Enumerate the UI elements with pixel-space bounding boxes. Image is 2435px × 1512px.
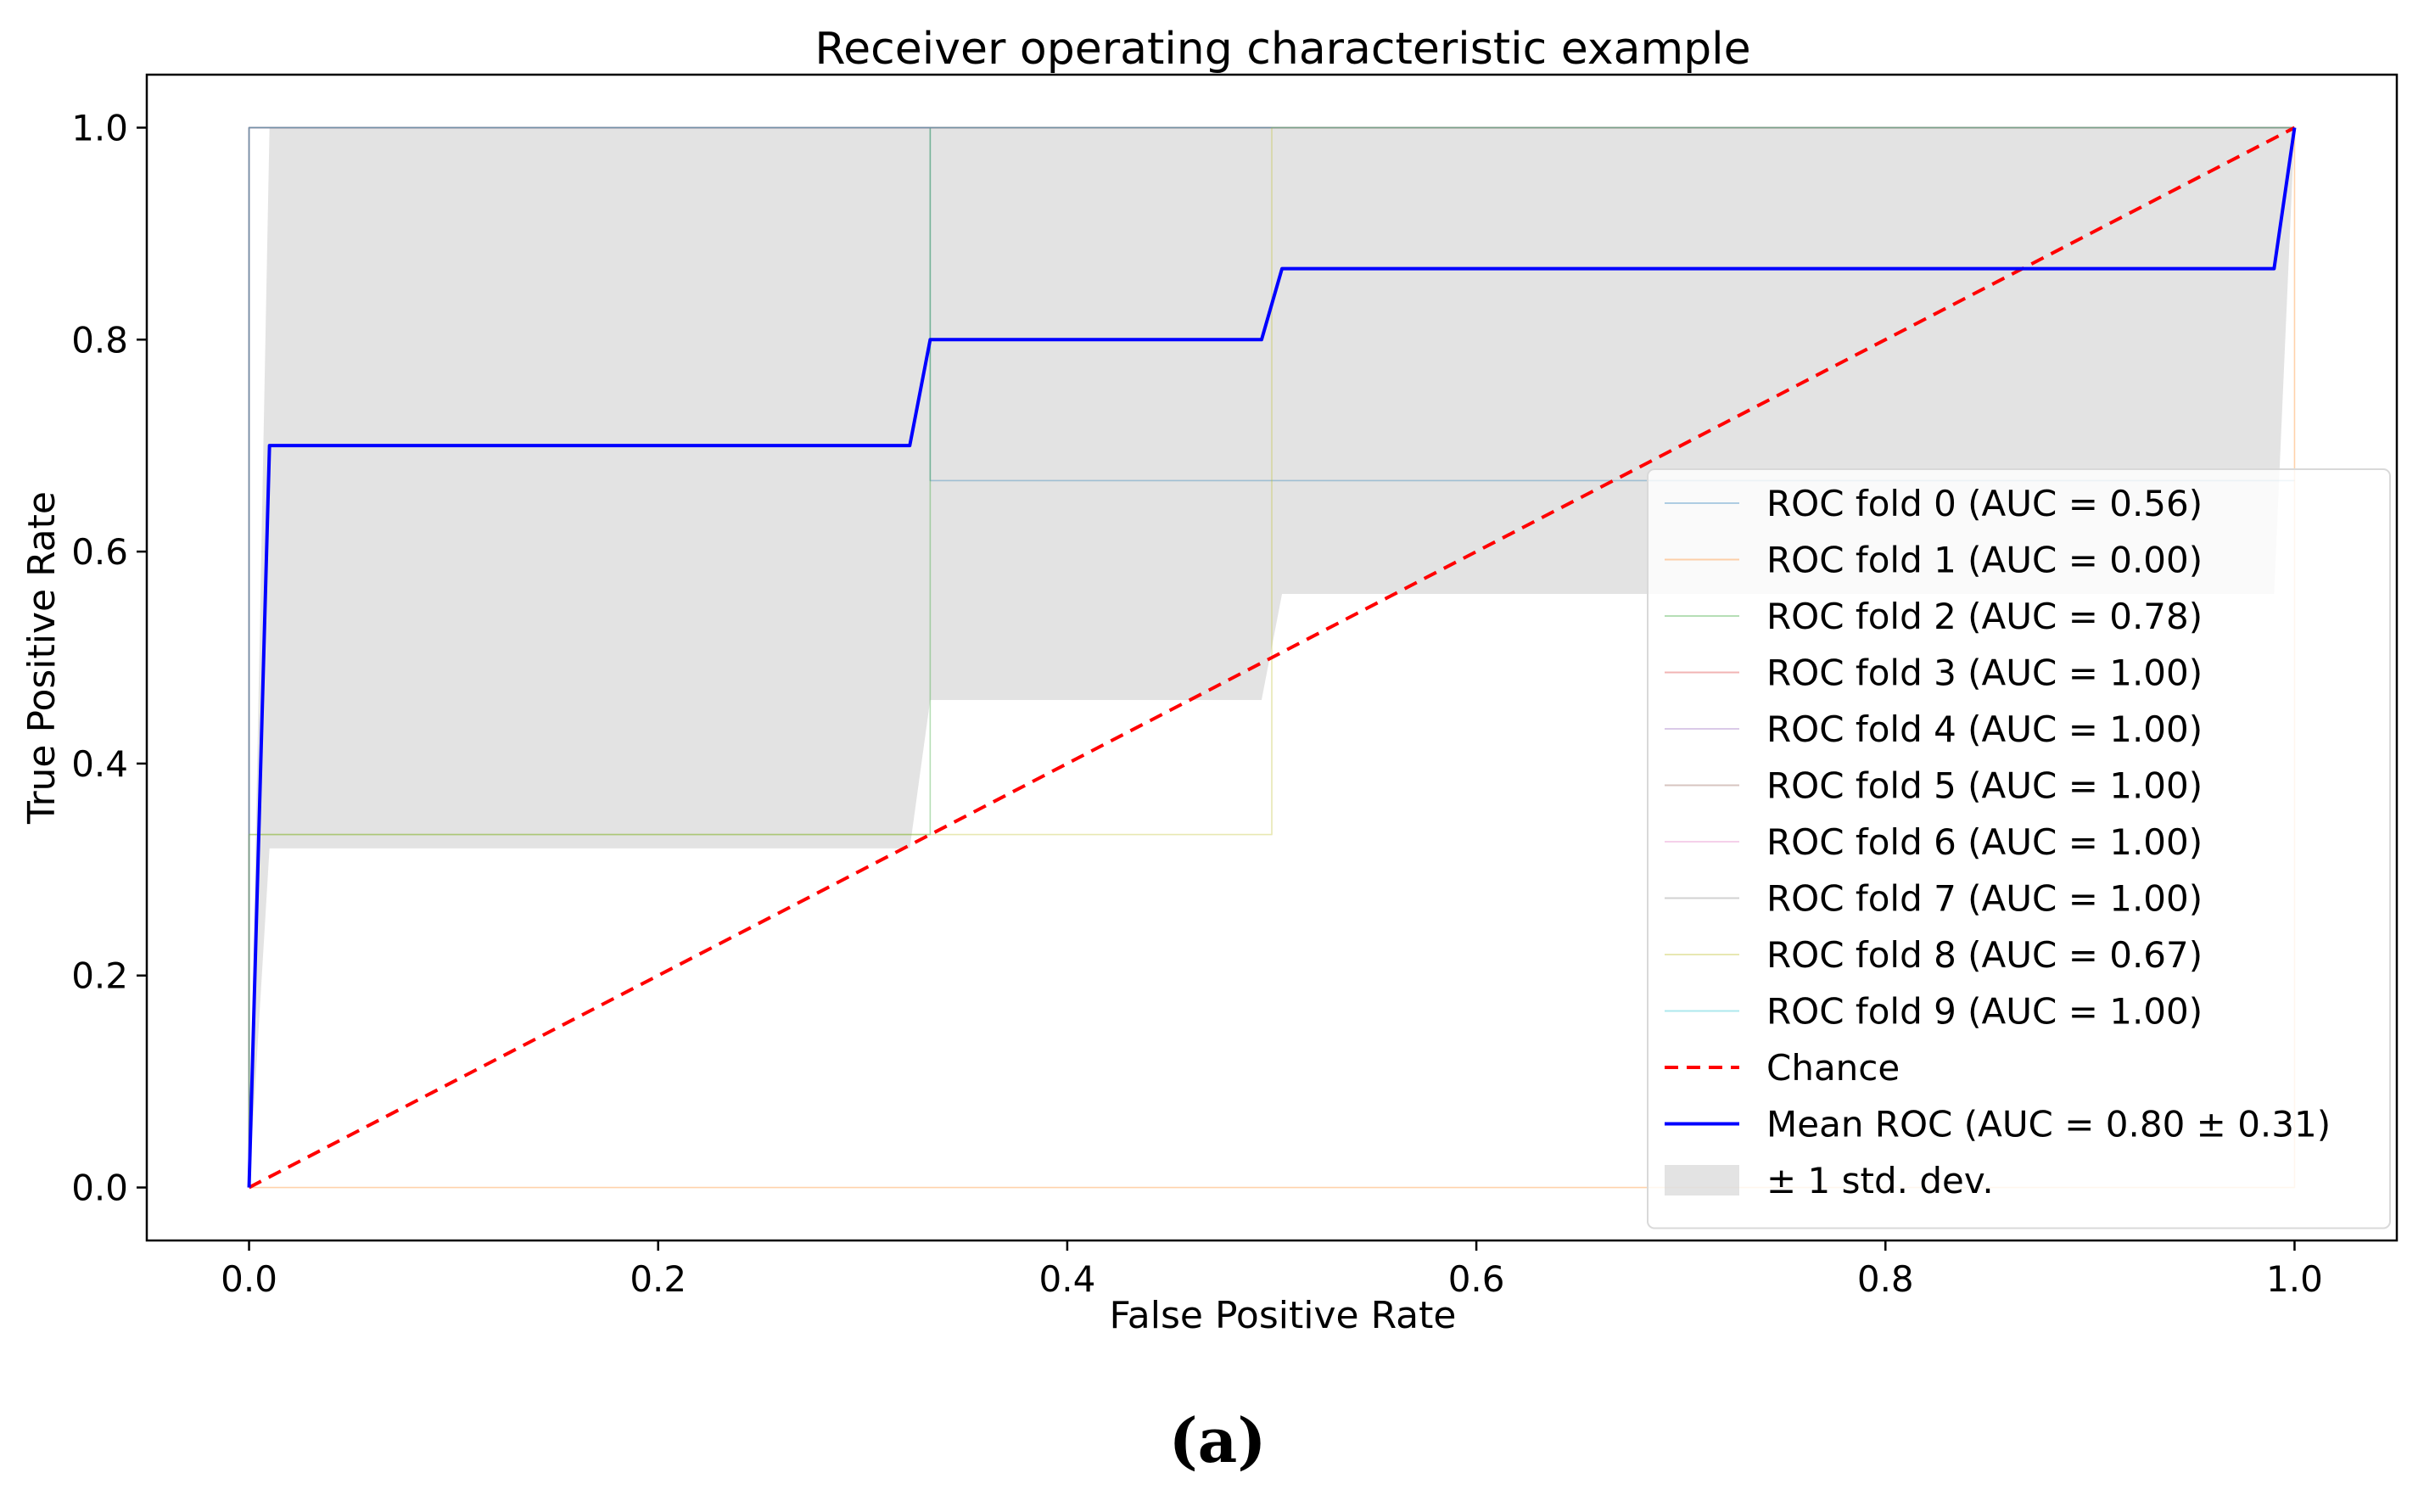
chart-title: Receiver operating characteristic exampl…: [814, 24, 1750, 75]
legend: ROC fold 0 (AUC = 0.56) ROC fold 1 (AUC =…: [1647, 468, 2391, 1229]
roc-fold-8-line: [248, 126, 2295, 1188]
roc-chart: Receiver operating characteristic exampl…: [20, 24, 2399, 1337]
y-tick-label: 0.2: [71, 955, 128, 997]
mean-roc-line: [247, 127, 2297, 1188]
x-axis: 0.0 0.2 0.4 0.6 0.8 1.0: [221, 1240, 2323, 1300]
roc-fold-3-line: [248, 126, 2295, 1188]
x-tick-label: 0.6: [1448, 1258, 1505, 1300]
x-tick-label: 0.4: [1039, 1258, 1096, 1300]
roc-fold-6-line: [248, 126, 2295, 1188]
legend-label: ROC fold 8 (AUC = 0.67): [1766, 934, 2203, 976]
plot-frame: [145, 73, 2399, 1242]
legend-label: ROC fold 3 (AUC = 1.00): [1766, 652, 2203, 694]
x-tick-label: 0.8: [1857, 1258, 1914, 1300]
legend-box: [1647, 468, 2391, 1229]
y-tick-label: 0.6: [71, 531, 128, 573]
chance-line: [248, 126, 2296, 1190]
legend-label: ROC fold 1 (AUC = 0.00): [1766, 540, 2203, 581]
x-tick-label: 0.2: [630, 1258, 686, 1300]
legend-label: ROC fold 5 (AUC = 1.00): [1766, 765, 2203, 807]
figure-caption: (a): [1168, 1404, 1267, 1476]
legend-label: ROC fold 4 (AUC = 1.00): [1766, 708, 2203, 750]
y-tick-label: 0.0: [71, 1168, 128, 1209]
roc-fold-9-line: [248, 126, 2295, 1188]
y-tick-label: 0.4: [71, 743, 128, 785]
legend-label: ROC fold 2 (AUC = 0.78): [1766, 596, 2203, 637]
legend-label: ROC fold 7 (AUC = 1.00): [1766, 878, 2203, 920]
legend-label: ± 1 std. dev.: [1766, 1160, 1994, 1201]
x-tick-label: 1.0: [2266, 1258, 2323, 1300]
legend-label: Mean ROC (AUC = 0.80 ± 0.31): [1766, 1104, 2331, 1145]
legend-label: Chance: [1766, 1047, 1900, 1089]
y-tick-label: 1.0: [71, 107, 128, 148]
legend-label: ROC fold 9 (AUC = 1.00): [1766, 991, 2203, 1033]
roc-fold-4-line: [248, 126, 2295, 1188]
x-axis-label: False Positive Rate: [1110, 1294, 1457, 1337]
legend-label: ROC fold 0 (AUC = 0.56): [1766, 483, 2203, 524]
x-tick-label: 0.0: [221, 1258, 277, 1300]
y-tick-label: 0.8: [71, 319, 128, 361]
legend-swatch: [1665, 1165, 1739, 1196]
y-axis: 0.0 0.2 0.4 0.6 0.8 1.0: [71, 107, 147, 1209]
roc-fold-5-line: [248, 126, 2295, 1188]
roc-fold-0-line: [248, 126, 2295, 1188]
legend-label: ROC fold 6 (AUC = 1.00): [1766, 821, 2203, 863]
y-axis-label: True Positive Rate: [20, 491, 64, 825]
roc-fold-2-line: [248, 126, 2295, 1188]
roc-fold-7-line: [248, 126, 2295, 1188]
